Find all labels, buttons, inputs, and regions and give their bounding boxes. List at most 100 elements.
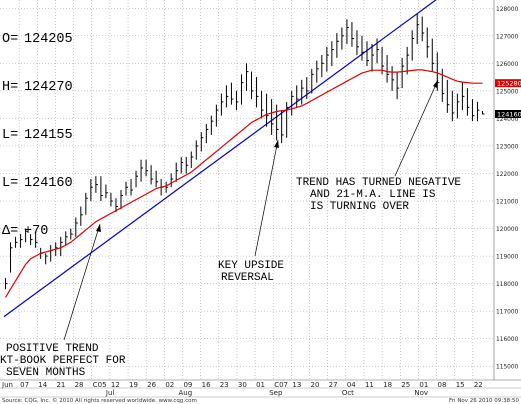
annotation-trend-negative: TREND HAS TURNED NEGATIVE AND 21-M.A. LI… <box>296 177 461 213</box>
y-tick-label: 125000 <box>496 87 519 95</box>
last-price-label: 124160 <box>495 110 521 118</box>
ohlc-label: O= <box>2 32 19 47</box>
ohlc-high: H= 124270 <box>2 80 73 96</box>
ohlc-value: 124205 <box>24 32 73 47</box>
y-tick-label: 116000 <box>496 335 519 343</box>
x-tick-label: 14 <box>38 381 47 389</box>
ohlc-bar <box>200 132 204 152</box>
y-tick-label: 119000 <box>496 253 519 261</box>
ma-price-label: 125280 <box>495 79 521 87</box>
x-tick-label: 27 <box>329 381 338 389</box>
footer-timestamp: Fri Nov 26 2010 09:38:50 <box>449 398 519 404</box>
ohlc-bar <box>326 46 329 72</box>
x-tick-label: 13 <box>292 381 301 389</box>
ohlc-bar <box>115 198 118 213</box>
ohlc-bar <box>95 176 98 193</box>
ohlc-bar <box>35 234 38 248</box>
ohlc-bar <box>341 27 344 50</box>
arrowhead <box>96 224 101 232</box>
ohlc-bar <box>210 115 214 135</box>
annotation-line: AND 21-M.A. LINE IS <box>310 189 436 201</box>
ohlc-bar <box>215 104 219 127</box>
ohlc-bar <box>220 93 224 116</box>
annotation-line: SEVEN MONTHS <box>6 367 86 379</box>
y-tick-label: 122000 <box>496 170 519 178</box>
ohlc-readout: O= 124205 H= 124270 L= 124155 L= 124160 Δ= +7… <box>2 0 73 256</box>
y-axis-labels: 128000 127000 126000 125000 124000 123000 1220… <box>496 5 519 371</box>
ohlc-change: Δ= +70 <box>2 224 73 240</box>
ohlc-bar <box>456 93 460 119</box>
month-label: Sep <box>269 389 283 397</box>
ohlc-bar <box>75 217 78 237</box>
ohlc-bar <box>321 55 324 78</box>
moving-average-line <box>4 69 483 298</box>
footer-source: Source: CQG, Inc. © 2010 All rights rese… <box>2 397 197 404</box>
ohlc-bar <box>205 123 209 144</box>
ohlc-bar <box>195 140 199 160</box>
x-tick-label: 25 <box>401 381 410 389</box>
month-label: Oct <box>342 389 354 397</box>
ohlc-bar <box>426 27 430 58</box>
ohlc-bar <box>281 110 284 144</box>
y-tick-label: 126000 <box>496 60 519 68</box>
x-tick-label: 11 <box>365 381 374 389</box>
ohlc-bar <box>411 30 415 61</box>
ohlc-bar <box>396 71 400 100</box>
ohlc-label: L= <box>2 128 19 143</box>
ohlc-bar <box>361 35 364 61</box>
ohlc-bar <box>371 44 375 72</box>
ohlc-label: Δ= <box>2 224 19 239</box>
ohlc-bar <box>180 156 184 174</box>
x-tick-label: 04 <box>347 381 356 389</box>
ohlc-bar <box>261 90 264 119</box>
arrow-trend-negative <box>394 79 439 177</box>
ohlc-bar <box>15 236 18 248</box>
ohlc-bar <box>266 93 269 127</box>
annotation-arrows <box>63 79 439 341</box>
arrowhead <box>433 80 438 88</box>
ohlc-bar <box>351 22 354 47</box>
x-tick-label: 07 <box>20 381 29 389</box>
ohlc-bar <box>130 178 134 196</box>
ohlc-bar <box>30 234 33 246</box>
annotation-line: KEY UPSIDE <box>218 260 284 272</box>
ohlc-bar <box>276 104 279 141</box>
ohlc-bar <box>135 170 139 188</box>
y-tick-label: 117000 <box>496 308 519 316</box>
y-tick-label: 123000 <box>496 142 519 150</box>
x-tick-label: 19 <box>129 381 138 389</box>
x-tick-label: 22 <box>474 381 483 389</box>
ohlc-bar <box>145 159 149 177</box>
x-tick-label: 18 <box>383 381 392 389</box>
annotation-line: IS TURNING OVER <box>310 201 409 213</box>
ohlc-bar <box>431 38 435 72</box>
x-tick-label: C07 <box>274 381 288 389</box>
x-tick-label: 01 <box>256 381 265 389</box>
y-tick-label: 124000 <box>496 115 519 123</box>
ohlc-bar <box>185 156 189 174</box>
ohlc-bar <box>346 19 349 45</box>
y-tick-label: 127000 <box>496 32 519 40</box>
ohlc-bar <box>401 57 405 89</box>
y-tick-label: 115000 <box>496 363 519 371</box>
ohlc-bar <box>240 74 244 105</box>
ohlc-bar <box>45 253 48 265</box>
ohlc-bar <box>235 90 239 111</box>
ohlc-bar <box>10 242 13 273</box>
ohlc-bar <box>90 178 93 202</box>
ohlc-bar <box>476 101 480 122</box>
ohlc-bar <box>461 82 465 111</box>
ohlc-bar <box>256 77 259 108</box>
ohlc-bar <box>316 60 319 83</box>
annotation-positive-trend: POSITIVE TREND KT-BOOK PERFECT FOR SEVEN… <box>0 343 126 379</box>
x-tick-label: 30 <box>238 381 247 389</box>
x-tick-label: C05 <box>93 381 107 389</box>
y-tick-label: 128000 <box>496 5 519 13</box>
x-tick-label: 09 <box>183 381 192 389</box>
ohlc-value: +70 <box>24 224 49 239</box>
month-label: Jul <box>105 389 115 397</box>
ohlc-bar <box>366 41 369 67</box>
ohlc-bar <box>110 192 113 207</box>
x-tick-label: 15 <box>456 381 465 389</box>
ohlc-bar <box>25 228 28 243</box>
